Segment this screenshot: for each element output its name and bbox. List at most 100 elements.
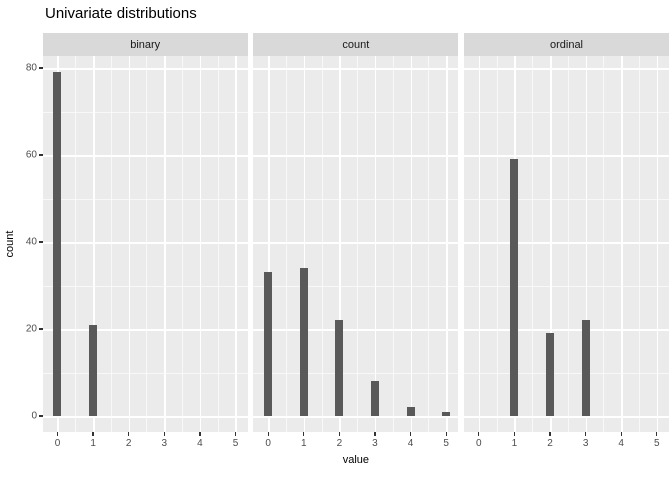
gridline-major-v <box>550 56 552 432</box>
x-tick-mark <box>199 432 201 436</box>
gridline-major-v <box>199 56 202 432</box>
gridline-minor-h <box>253 111 459 113</box>
x-tick-label: 3 <box>582 438 589 449</box>
gridline-minor-h <box>42 372 248 374</box>
x-tick-label: 3 <box>161 438 168 449</box>
bar-ordinal-2 <box>546 333 554 416</box>
x-tick-label: 0 <box>265 438 271 449</box>
y-tick-label: 40 <box>25 236 37 248</box>
bar-count-3 <box>370 381 379 416</box>
x-tick-mark <box>338 432 340 436</box>
gridline-major-v <box>235 56 237 432</box>
x-tick-label: 3 <box>372 438 378 449</box>
x-tick-mark <box>478 432 480 436</box>
facet-strip-ordinal: ordinal <box>464 33 669 56</box>
x-tick-mark <box>163 432 165 436</box>
gridline-major-v <box>621 56 623 432</box>
gridline-minor-v <box>532 56 534 432</box>
gridline-major-h <box>42 155 248 157</box>
x-tick-label: 2 <box>125 438 132 449</box>
gridline-major-v <box>128 56 131 432</box>
gridline-major-h <box>253 68 459 70</box>
gridline-minor-v <box>321 56 323 432</box>
gridline-minor-v <box>110 56 112 432</box>
gridline-minor-v <box>357 56 359 432</box>
x-tick-mark <box>513 432 516 436</box>
x-tick-mark <box>584 432 587 436</box>
gridline-minor-v <box>392 56 394 432</box>
x-tick-label: 2 <box>547 438 553 449</box>
x-tick-mark <box>445 432 447 436</box>
x-tick-label: 0 <box>476 438 482 449</box>
gridline-major-v <box>268 56 270 432</box>
x-tick-label: 0 <box>54 438 61 449</box>
chart-title: Univariate distributions <box>45 5 197 22</box>
bar-count-0 <box>264 272 273 416</box>
x-tick-mark <box>56 432 59 436</box>
x-tick-label: 4 <box>618 438 624 449</box>
gridline-minor-v <box>496 56 498 432</box>
gridline-minor-h <box>42 111 248 113</box>
y-tick-label: 0 <box>31 410 37 422</box>
gridline-major-v <box>303 56 306 432</box>
gridline-major-h <box>464 329 669 331</box>
x-tick-label: 1 <box>511 438 518 449</box>
gridline-major-h <box>253 416 459 418</box>
gridline-major-v <box>339 56 341 432</box>
x-axis-title: value <box>342 454 369 466</box>
bar-count-1 <box>299 268 308 416</box>
gridline-minor-v <box>75 56 77 432</box>
gridline-minor-h <box>42 198 248 200</box>
gridline-major-h <box>253 329 459 331</box>
x-tick-mark <box>656 432 658 436</box>
gridline-minor-h <box>253 198 459 200</box>
gridline-major-h <box>253 242 459 244</box>
gridline-minor-h <box>253 372 459 374</box>
x-tick-label: 5 <box>654 438 660 449</box>
gridline-minor-h <box>464 285 669 287</box>
x-tick-label: 1 <box>300 438 307 449</box>
gridline-major-h <box>464 242 669 244</box>
gridline-major-h <box>464 416 669 418</box>
x-tick-mark <box>549 432 551 436</box>
x-tick-mark <box>409 432 412 436</box>
x-tick-label: 4 <box>197 438 203 449</box>
bar-binary-1 <box>89 324 98 416</box>
gridline-major-h <box>42 416 248 418</box>
gridline-minor-v <box>603 56 605 432</box>
y-tick-label: 80 <box>25 62 37 74</box>
bar-ordinal-3 <box>581 320 590 416</box>
gridline-major-h <box>464 155 669 157</box>
bar-count-4 <box>406 407 415 416</box>
x-tick-mark <box>92 432 94 436</box>
panel-count <box>253 56 459 432</box>
x-tick-mark <box>234 432 237 436</box>
y-axis-title: count <box>4 230 16 258</box>
gridline-minor-h <box>464 372 669 374</box>
gridline-major-v <box>93 56 95 432</box>
bar-count-2 <box>335 320 344 416</box>
gridline-minor-v <box>285 56 287 432</box>
gridline-minor-v <box>567 56 569 432</box>
gridline-major-h <box>42 68 248 70</box>
y-tick-mark <box>39 241 43 243</box>
x-tick-mark <box>128 432 130 436</box>
y-tick-mark <box>39 154 43 156</box>
gridline-minor-v <box>182 56 184 432</box>
gridline-minor-h <box>253 285 459 287</box>
y-tick-label: 60 <box>25 149 37 161</box>
x-tick-mark <box>267 432 269 436</box>
x-tick-label: 4 <box>407 438 414 449</box>
gridline-minor-v <box>146 56 148 432</box>
x-tick-label: 2 <box>336 438 343 449</box>
gridline-major-h <box>464 68 669 70</box>
y-tick-mark <box>39 415 43 417</box>
gridline-minor-h <box>42 285 248 287</box>
gridline-major-v <box>478 56 481 432</box>
y-tick-label: 20 <box>25 323 37 335</box>
gridline-major-h <box>253 155 459 157</box>
bar-ordinal-1 <box>510 159 519 416</box>
bar-binary-0 <box>53 72 62 416</box>
gridline-major-v <box>656 56 659 432</box>
